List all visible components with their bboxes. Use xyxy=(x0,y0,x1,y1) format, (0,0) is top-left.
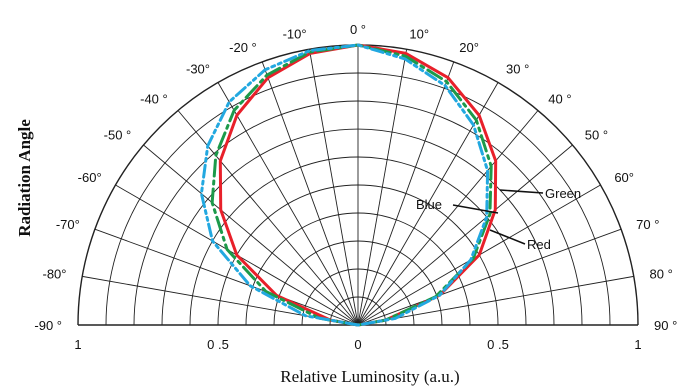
radial-tick-labels: 1 0 .5 0 0 .5 1 xyxy=(74,337,641,352)
annotation-leader xyxy=(489,229,526,245)
grid-spoke xyxy=(261,61,359,326)
grid-spoke xyxy=(94,228,359,326)
grid-spoke xyxy=(357,110,539,326)
annotation-leader xyxy=(452,204,499,214)
angle-label: -50 ° xyxy=(104,128,132,143)
annotation-label: Blue xyxy=(416,197,442,212)
angle-label: 20° xyxy=(459,40,479,55)
angle-label: 10° xyxy=(409,27,429,42)
angle-label: 0 ° xyxy=(350,22,366,37)
angle-label: 70 ° xyxy=(636,217,659,232)
grid-spoke xyxy=(357,275,634,326)
radial-tick-label: 1 xyxy=(634,337,641,352)
y-axis-title: Radiation Angle xyxy=(15,119,34,237)
annotation-leader xyxy=(499,189,544,194)
angle-label: 40 ° xyxy=(548,91,571,106)
radial-tick-label: 1 xyxy=(74,337,81,352)
angle-label: -10° xyxy=(283,27,307,42)
angle-label: 30 ° xyxy=(506,62,529,77)
polar-grid xyxy=(77,44,639,326)
angle-label: -70° xyxy=(56,217,80,232)
grid-spoke xyxy=(143,144,359,326)
angle-label: -80° xyxy=(43,267,67,282)
annotation-label: Green xyxy=(545,186,581,201)
x-axis-title: Relative Luminosity (a.u.) xyxy=(280,367,459,386)
annotation-layer: Blue Green Red xyxy=(416,186,581,252)
grid-spoke xyxy=(357,49,408,326)
radial-tick-label: 0 .5 xyxy=(207,337,229,352)
angle-label: 90 ° xyxy=(654,318,677,333)
angle-label: -60° xyxy=(78,170,102,185)
grid-spoke xyxy=(357,144,573,326)
angle-label: -90 ° xyxy=(34,318,62,333)
grid-spoke xyxy=(357,61,455,326)
series-blue-line xyxy=(199,43,490,327)
angle-label: 50 ° xyxy=(585,128,608,143)
angle-labels: 0 ° 10° 20° 30 ° 40 ° 50 ° 60° 70 ° 80 ° 90 ° -10°… xyxy=(34,22,677,333)
angle-label: -20 ° xyxy=(229,40,257,55)
series-layer xyxy=(199,43,498,327)
grid-spoke xyxy=(308,49,359,326)
radial-tick-label: 0 .5 xyxy=(487,337,509,352)
grid-spoke xyxy=(357,82,499,326)
annotation-label: Red xyxy=(527,237,551,252)
angle-label: -30° xyxy=(186,62,210,77)
angle-label: 60° xyxy=(614,170,634,185)
grid-spoke xyxy=(217,82,359,326)
grid-spoke xyxy=(357,228,622,326)
angle-label: -40 ° xyxy=(140,91,168,106)
angle-label: 80 ° xyxy=(650,267,673,282)
radial-tick-label: 0 xyxy=(354,337,361,352)
